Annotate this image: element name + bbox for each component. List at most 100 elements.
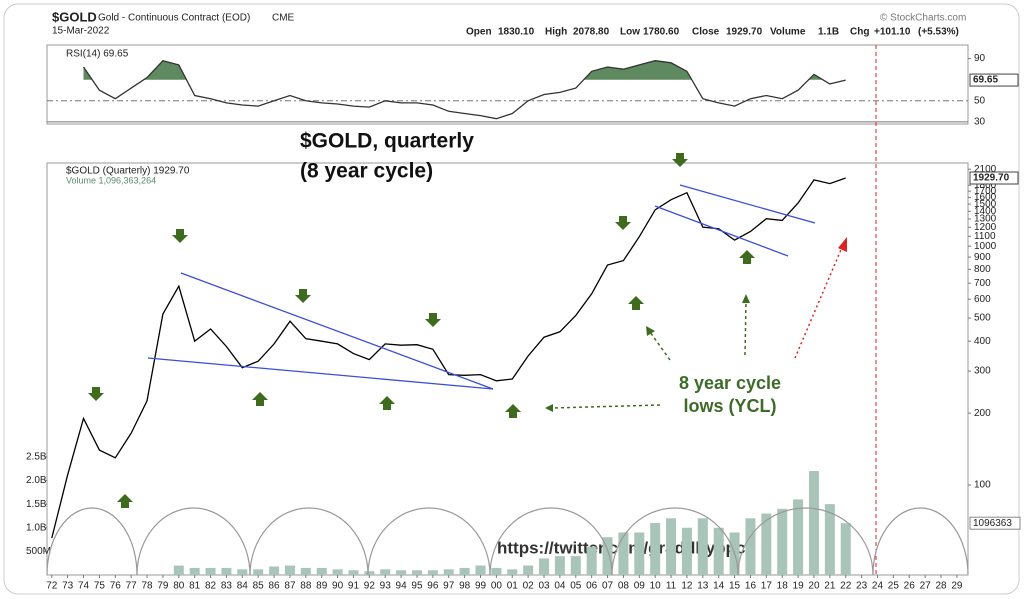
trendline xyxy=(147,357,494,390)
x-tick-label: 90 xyxy=(332,581,344,592)
legend-price: $GOLD (Quarterly) 1929.70 xyxy=(66,166,190,177)
x-tick-label: 11 xyxy=(666,581,677,592)
cycle-arc xyxy=(611,507,739,576)
last-value-label: 1096363 xyxy=(973,518,1012,529)
chg-pct: (+5.53%) xyxy=(918,27,959,38)
x-tick-label: 99 xyxy=(475,581,487,592)
signal-arrow xyxy=(628,296,644,310)
y-tick-label: 400 xyxy=(974,336,991,347)
volume-bar xyxy=(443,569,454,575)
signal-arrow xyxy=(117,494,133,508)
volume-bar xyxy=(777,508,788,575)
x-tick-label: 05 xyxy=(570,581,582,592)
x-tick-label: 89 xyxy=(316,581,328,592)
volume: 1.1B xyxy=(818,27,839,38)
x-tick-label: 12 xyxy=(681,581,693,592)
volume-bar xyxy=(269,566,280,575)
annotation: 8 year cycle lows (YCL) xyxy=(678,373,782,416)
x-tick-label: 02 xyxy=(523,581,535,592)
x-tick-label: 96 xyxy=(427,581,439,592)
pointer-head xyxy=(838,237,847,252)
y-tick-label: 600 xyxy=(974,294,991,305)
line xyxy=(82,59,846,120)
low-label: Low xyxy=(620,27,640,38)
cycle-arc xyxy=(136,507,251,576)
rsi-panel xyxy=(46,44,969,125)
x-tick-label: 20 xyxy=(808,581,820,592)
x-tick-label: 72 xyxy=(46,581,58,592)
volume-bar xyxy=(666,518,677,575)
open: 1830.10 xyxy=(498,27,535,38)
x-tick-label: 22 xyxy=(840,581,852,592)
x-tick-label: 03 xyxy=(538,581,550,592)
trendline xyxy=(679,184,816,224)
symbol: $GOLD xyxy=(52,9,97,24)
x-tick-label: 86 xyxy=(269,581,281,592)
y2-tick-label: 500M xyxy=(26,546,51,557)
x-tick-label: 04 xyxy=(554,581,566,592)
cycle-arc xyxy=(737,507,874,576)
y-tick-label: 50 xyxy=(974,95,986,106)
volume-bar xyxy=(539,558,550,575)
x-tick-label: 92 xyxy=(364,581,376,592)
x-tick-label: 18 xyxy=(777,581,789,592)
x-tick-label: 14 xyxy=(713,581,725,592)
x-tick-label: 74 xyxy=(78,581,90,592)
y-tick-label: 90 xyxy=(974,53,986,64)
volume-bar xyxy=(316,567,327,575)
volume-bar xyxy=(491,567,502,575)
volume-bar xyxy=(618,532,629,575)
x-tick-label: 85 xyxy=(253,581,265,592)
x-tick-label: 27 xyxy=(920,581,932,592)
last-value-box xyxy=(969,516,1021,530)
y2-tick-label: 1.0B xyxy=(26,522,47,533)
volume-bar xyxy=(411,570,422,575)
y-tick-label: 1400 xyxy=(974,206,997,217)
x-tick-label: 78 xyxy=(141,581,153,592)
high: 2078.80 xyxy=(573,27,610,38)
x-tick-label: 00 xyxy=(491,581,503,592)
x-tick-label: 75 xyxy=(94,581,106,592)
signal-arrow xyxy=(379,396,395,410)
x-tick-label: 73 xyxy=(62,581,74,592)
chg-label: Chg xyxy=(850,27,869,38)
cycle-arc xyxy=(872,507,969,576)
cycle-arc xyxy=(367,507,491,576)
pointer xyxy=(551,301,747,409)
signal-arrow xyxy=(172,229,188,243)
x-tick-label: 87 xyxy=(284,581,296,592)
volume-bar xyxy=(761,513,772,575)
volume-bar xyxy=(586,546,597,575)
y2-tick-label: 1.5B xyxy=(26,499,47,510)
volume-bar xyxy=(284,565,295,575)
y-tick-label: 1000 xyxy=(974,241,997,252)
volume-bar xyxy=(570,556,581,575)
last-value-label: 1929.70 xyxy=(973,173,1010,184)
x-tick-label: 16 xyxy=(745,581,757,592)
volume-bar xyxy=(697,518,708,575)
y2-tick-label: 2.0B xyxy=(26,475,47,486)
volume-bar xyxy=(348,570,359,575)
volume-bar xyxy=(523,565,534,575)
last-value-box xyxy=(969,73,1019,87)
annotation: (8 year cycle) xyxy=(300,160,433,183)
legend-volume: Volume 1,096,363,264 xyxy=(66,175,156,185)
y-tick-label: 700 xyxy=(974,278,991,289)
y-tick-label: 200 xyxy=(974,408,991,419)
signal-arrow xyxy=(88,387,104,401)
y-tick-label: 1600 xyxy=(974,192,997,203)
volume-bar xyxy=(300,567,311,575)
volume-bar xyxy=(205,567,216,575)
x-tick-label: 79 xyxy=(157,581,169,592)
volume-bar xyxy=(459,567,470,575)
cycle-arc xyxy=(249,507,369,576)
x-tick-label: 76 xyxy=(110,581,122,592)
signal-arrow xyxy=(252,392,268,406)
y-tick-label: 900 xyxy=(974,252,991,263)
annotation: $GOLD, quarterly xyxy=(300,130,474,153)
volume-bar xyxy=(634,532,645,575)
x-tick-label: 08 xyxy=(618,581,630,592)
x-tick-label: 07 xyxy=(602,581,614,592)
y-tick-label: 1500 xyxy=(974,199,997,210)
